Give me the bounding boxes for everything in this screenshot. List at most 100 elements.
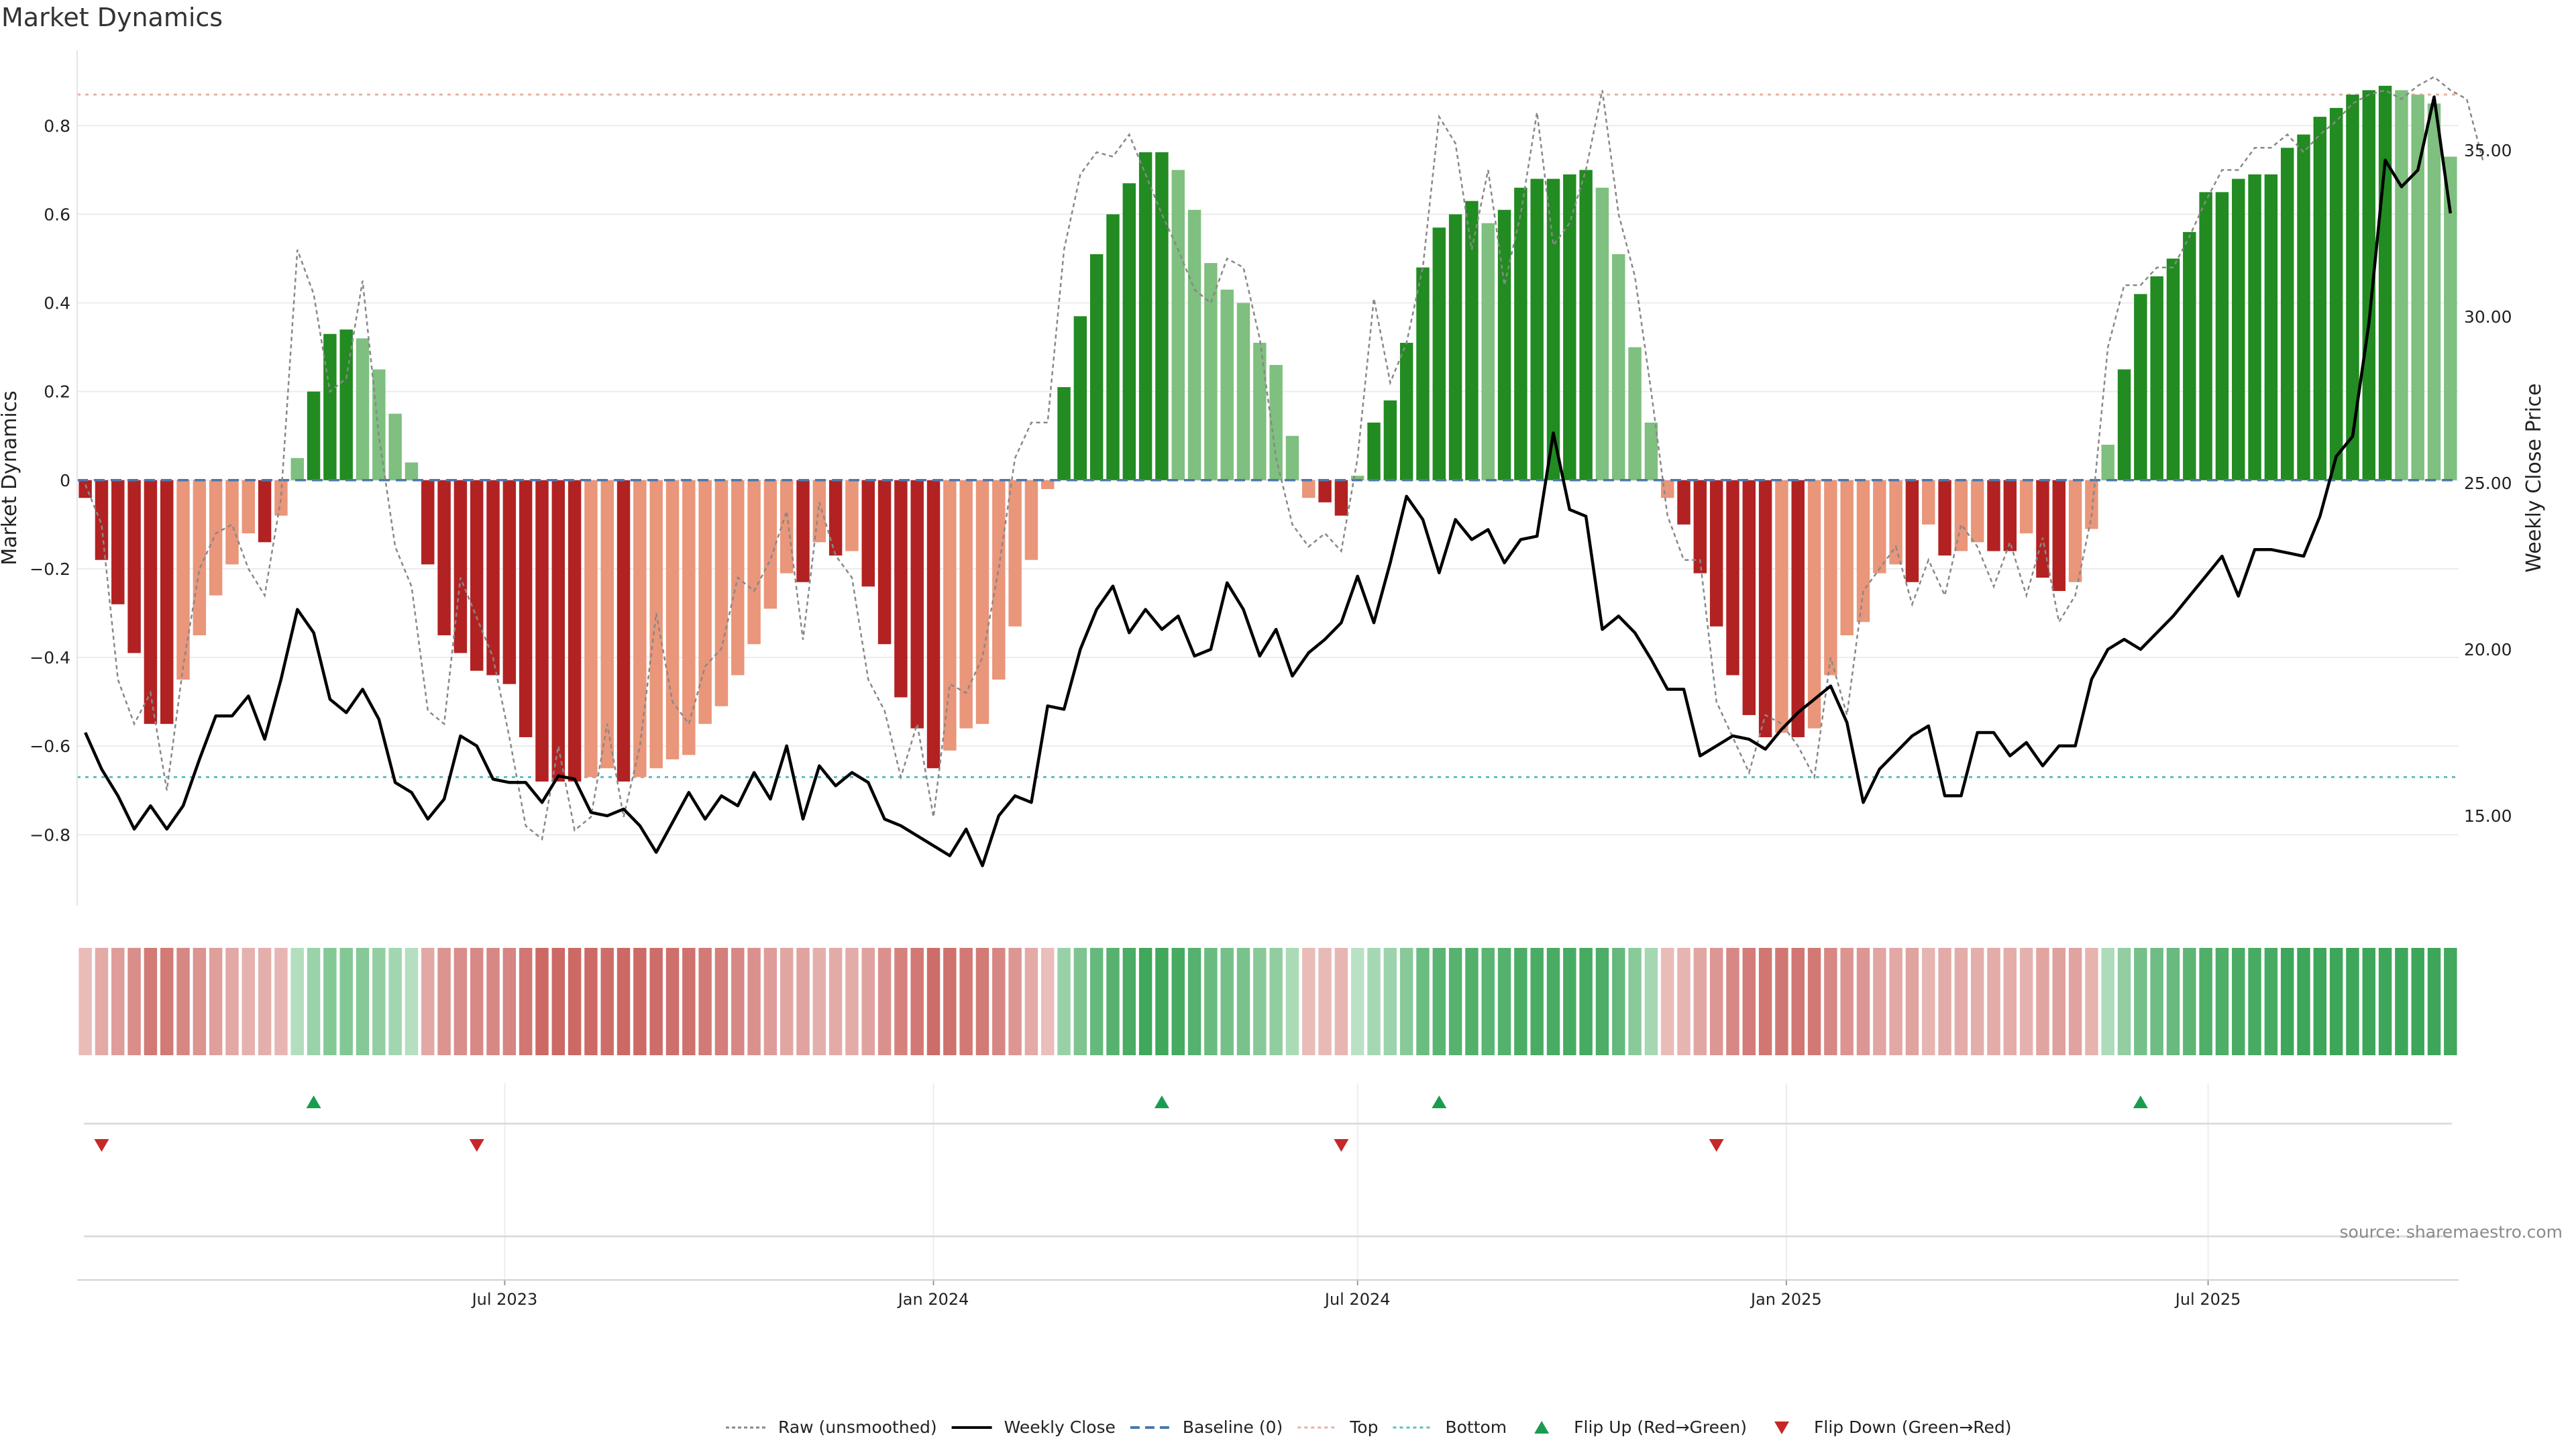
bar bbox=[665, 480, 680, 759]
bar bbox=[2427, 103, 2441, 480]
regime-cell bbox=[470, 948, 484, 1055]
regime-cell bbox=[2297, 948, 2310, 1055]
axes: 0.8 0.6 0.4 0.2 0 −0.2 −0.4 −0.6 −0.8 35.00 30.00 2… bbox=[0, 50, 2546, 1309]
regime-cell bbox=[1579, 948, 1593, 1055]
y-tick-label: 0 bbox=[60, 471, 70, 490]
regime-cell bbox=[1041, 948, 1055, 1055]
regime-cell bbox=[926, 948, 941, 1055]
bar bbox=[1791, 480, 1805, 737]
regime-cell bbox=[943, 948, 957, 1055]
regime-cell bbox=[1253, 948, 1267, 1055]
regime-cell bbox=[2264, 948, 2278, 1055]
regime-cell bbox=[339, 948, 353, 1055]
regime-cell bbox=[307, 948, 321, 1055]
regime-cell bbox=[502, 948, 517, 1055]
regime-cell bbox=[731, 948, 745, 1055]
y2-tick-label: 15.00 bbox=[2464, 806, 2512, 826]
bar bbox=[1873, 480, 1886, 574]
x-tick-label: Jan 2024 bbox=[897, 1290, 969, 1309]
y-tick-label: 0.4 bbox=[44, 294, 70, 313]
bar bbox=[2003, 480, 2017, 551]
regime-cell bbox=[845, 948, 859, 1055]
regime-cell bbox=[616, 948, 631, 1055]
regime-cell bbox=[1726, 948, 1739, 1055]
bar bbox=[780, 480, 794, 574]
bar bbox=[2248, 174, 2261, 480]
regime-cell bbox=[1204, 948, 1218, 1055]
x-tick-label: Jul 2023 bbox=[471, 1290, 538, 1309]
bar bbox=[584, 480, 598, 777]
bar bbox=[2362, 90, 2375, 480]
regime-cell bbox=[812, 948, 826, 1055]
regime-cell bbox=[975, 948, 989, 1055]
regime-cell bbox=[127, 948, 141, 1055]
bar bbox=[1922, 480, 1935, 525]
x-tick-label: Jan 2025 bbox=[1750, 1290, 1822, 1309]
bar bbox=[2280, 148, 2294, 480]
regime-cell bbox=[388, 948, 402, 1055]
regime-cell bbox=[1024, 948, 1038, 1055]
bar bbox=[1399, 343, 1413, 480]
regime-cell bbox=[1057, 948, 1071, 1055]
bar bbox=[2411, 95, 2424, 480]
y-tick-label: 0.2 bbox=[44, 382, 70, 402]
bar bbox=[274, 480, 288, 516]
y-tick-label: −0.4 bbox=[30, 648, 70, 667]
regime-cell bbox=[1171, 948, 1185, 1055]
bar bbox=[339, 329, 353, 480]
bar bbox=[437, 480, 451, 636]
regime-cell bbox=[1448, 948, 1462, 1055]
bar bbox=[1726, 480, 1739, 676]
bar bbox=[258, 480, 272, 543]
bar bbox=[1236, 303, 1250, 480]
bar bbox=[2166, 258, 2180, 480]
bar bbox=[323, 333, 337, 480]
source-note: source: sharemaestro.com bbox=[2340, 1222, 2563, 1242]
regime-cell bbox=[372, 948, 386, 1055]
legend-item-flipdown: Flip Down (Green→Red) bbox=[1774, 1417, 2012, 1437]
bar bbox=[1171, 170, 1185, 480]
bar bbox=[2297, 134, 2310, 480]
bar bbox=[1628, 347, 1642, 480]
bar bbox=[943, 480, 957, 751]
y2-tick-label: 30.00 bbox=[2464, 307, 2512, 327]
bar bbox=[1187, 209, 1201, 480]
regime-cell bbox=[828, 948, 843, 1055]
bar bbox=[828, 480, 843, 556]
regime-cell bbox=[1432, 948, 1446, 1055]
bar bbox=[1938, 480, 1951, 556]
regime-cell bbox=[2085, 948, 2098, 1055]
regime-cell bbox=[1497, 948, 1511, 1055]
regime-cell bbox=[1807, 948, 1821, 1055]
regime-cell bbox=[665, 948, 680, 1055]
bar bbox=[1954, 480, 1968, 551]
bar bbox=[714, 480, 729, 706]
bar bbox=[1497, 209, 1511, 480]
regime-cell bbox=[1399, 948, 1413, 1055]
bar bbox=[307, 391, 321, 480]
regime-cell bbox=[290, 948, 304, 1055]
regime-cell bbox=[1905, 948, 1919, 1055]
regime-cell bbox=[1660, 948, 1674, 1055]
bar bbox=[1807, 480, 1821, 729]
bar bbox=[959, 480, 973, 729]
regime-cell bbox=[1236, 948, 1250, 1055]
bar bbox=[144, 480, 158, 724]
regime-cell bbox=[649, 948, 663, 1055]
y2-tick-label: 35.00 bbox=[2464, 141, 2512, 160]
regime-cell bbox=[1709, 948, 1723, 1055]
bar bbox=[78, 480, 92, 498]
flip-down-marker bbox=[94, 1139, 109, 1152]
y-axis-label: Market Dynamics bbox=[0, 390, 21, 566]
bar bbox=[1024, 480, 1038, 560]
close-series bbox=[84, 95, 2453, 867]
bar bbox=[551, 480, 566, 782]
flip-up-marker bbox=[2133, 1095, 2148, 1108]
bar bbox=[1073, 316, 1087, 480]
regime-cell bbox=[584, 948, 598, 1055]
regime-cell bbox=[2166, 948, 2180, 1055]
regime-cell bbox=[176, 948, 190, 1055]
regime-cell bbox=[2150, 948, 2163, 1055]
regime-cell bbox=[209, 948, 223, 1055]
regime-cell bbox=[2248, 948, 2261, 1055]
